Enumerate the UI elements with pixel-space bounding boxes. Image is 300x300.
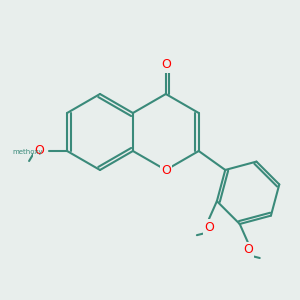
- Text: O: O: [204, 221, 214, 234]
- Text: O: O: [161, 58, 171, 71]
- Text: O: O: [243, 244, 253, 256]
- Text: methoxy: methoxy: [13, 149, 43, 155]
- Text: O: O: [161, 164, 171, 176]
- Text: O: O: [34, 145, 44, 158]
